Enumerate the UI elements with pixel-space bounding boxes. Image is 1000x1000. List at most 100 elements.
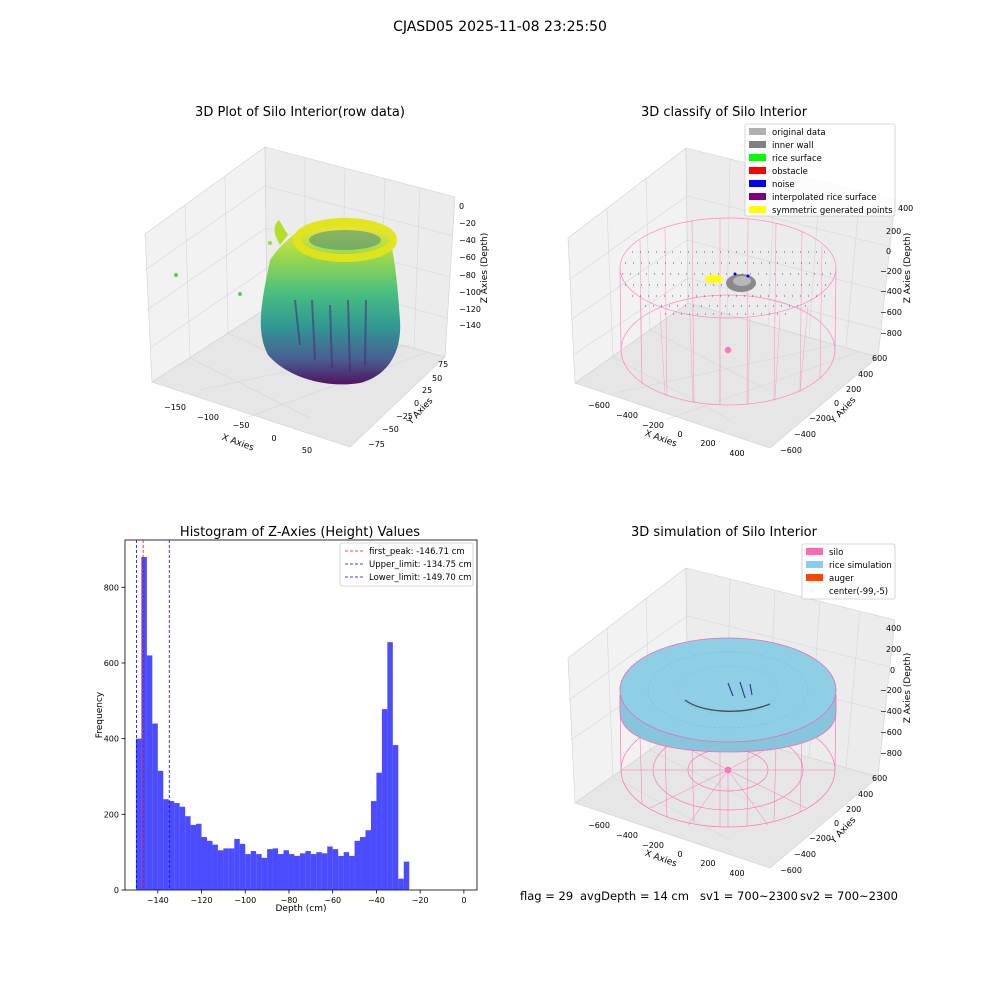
classify-legend-label: rice surface: [772, 154, 822, 164]
svg-text:−200: −200: [809, 834, 831, 843]
histogram-bar: [381, 709, 388, 890]
histogram-bar: [387, 642, 393, 890]
svg-text:−400: −400: [794, 430, 816, 439]
histogram-bar: [250, 851, 257, 890]
histogram-bar: [376, 772, 382, 890]
simulation-legend-label: silo: [829, 548, 843, 558]
histogram-title: Histogram of Z-Axies (Height) Values: [180, 525, 420, 540]
histogram-y-tick-label: 600: [104, 659, 119, 668]
svg-text:−600: −600: [780, 866, 802, 875]
svg-text:−100: −100: [459, 288, 481, 297]
svg-text:−400: −400: [880, 707, 902, 716]
svg-text:−200: −200: [642, 421, 664, 430]
svg-text:400: 400: [858, 370, 873, 379]
svg-text:−120: −120: [459, 305, 481, 314]
svg-text:200: 200: [700, 439, 715, 448]
simulation-legend-frame: [801, 543, 896, 600]
histogram-bar: [305, 851, 311, 890]
classify-x-axis-label: X Axies: [643, 429, 678, 450]
classify-z-ticks: 400 200 0 −200 −400 −600 −800: [880, 204, 913, 338]
histogram-x-ticks: −140 −120 −100 −80 −60 −40 −20 0: [147, 890, 466, 905]
classify-legend-swatch: [749, 154, 766, 161]
histogram-bar: [228, 848, 235, 890]
histogram-bar: [157, 770, 164, 890]
raw-x-axis-label: X Axies: [220, 433, 255, 454]
svg-text:−20: −20: [459, 219, 476, 228]
histogram-y-ticks: 0 200 400 600 800: [104, 583, 125, 895]
classify-legend-label: inner wall: [772, 141, 813, 151]
svg-text:0: 0: [271, 434, 276, 443]
svg-text:−200: −200: [880, 267, 902, 276]
panel-raw-3d: 3D Plot of Silo Interior(row data): [144, 105, 490, 455]
svg-text:200: 200: [700, 859, 715, 868]
svg-text:400: 400: [729, 449, 744, 458]
histogram-bar: [256, 854, 262, 890]
histogram-bar: [212, 844, 218, 890]
histogram-x-tick-label: −140: [147, 896, 169, 905]
classify-floor-pane: [574, 302, 879, 449]
classify-legend-label: original data: [772, 128, 826, 138]
simulation-x-ticks: −600 −400 −200 0 200 400: [588, 821, 745, 878]
svg-text:−400: −400: [616, 831, 638, 840]
simulation-title: 3D simulation of Silo Interior: [631, 525, 818, 540]
classify-legend: original data inner wall rice surface obsta…: [744, 123, 896, 217]
classify-legend-swatch: [749, 206, 766, 213]
histogram-y-axis-label: Frequency: [95, 691, 105, 738]
svg-text:−60: −60: [459, 253, 476, 262]
svg-text:200: 200: [846, 805, 861, 814]
panel-histogram: Histogram of Z-Axies (Height) Values −14…: [95, 525, 478, 914]
classify-y-ticks: 600 400 200 0 −200 −400 −600: [780, 354, 887, 455]
histogram-x-tick-label: 0: [461, 896, 466, 905]
svg-text:400: 400: [898, 204, 913, 213]
svg-text:600: 600: [872, 774, 887, 783]
classify-legend-label: interpolated rice surface: [772, 193, 877, 203]
svg-text:−150: −150: [164, 403, 186, 412]
raw-title: 3D Plot of Silo Interior(row data): [195, 105, 405, 120]
svg-text:50: 50: [432, 374, 442, 383]
histogram-bar: [261, 857, 268, 890]
svg-text:0: 0: [677, 850, 682, 859]
classify-y-axis-label: Y Axies: [828, 395, 858, 427]
histogram-bar: [327, 846, 333, 890]
svg-text:−200: −200: [880, 686, 902, 695]
svg-text:0: 0: [459, 202, 464, 211]
histogram-x-tick-label: −40: [368, 896, 385, 905]
histogram-bar: [310, 854, 317, 890]
svg-text:−75: −75: [368, 440, 385, 449]
histogram-bar: [234, 838, 240, 890]
histogram-y-tick-label: 400: [104, 735, 119, 744]
classify-legend-label: obstacle: [772, 167, 808, 177]
histogram-y-tick-label: 800: [104, 583, 119, 592]
footer-flag: flag = 29: [520, 889, 573, 903]
histogram-bar: [146, 655, 153, 890]
simulation-z-ticks: 400 200 0 −200 −400 −600 −800: [880, 624, 902, 758]
histogram-bar: [185, 816, 191, 890]
histogram-bar: [201, 837, 207, 890]
classify-legend-label: symmetric generated points: [772, 206, 893, 216]
histogram-bar: [168, 801, 175, 890]
svg-text:−200: −200: [642, 841, 664, 850]
simulation-y-ticks: 600 400 200 0 −200 −400 −600: [780, 774, 887, 875]
simulation-legend-swatch: [806, 548, 823, 555]
histogram-y-tick-label: 0: [114, 886, 119, 895]
svg-text:0: 0: [414, 399, 419, 408]
footer-avg-depth: avgDepth = 14 cm: [580, 889, 689, 903]
svg-text:200: 200: [846, 385, 861, 394]
histogram-bar: [179, 806, 186, 890]
histogram-bar: [398, 878, 404, 890]
classify-legend-swatch: [749, 180, 766, 187]
histogram-bar: [245, 854, 251, 890]
classify-silo-wireframe: [619, 217, 837, 406]
svg-text:−140: −140: [459, 321, 481, 330]
classify-legend-swatch: [749, 167, 766, 174]
histogram-x-tick-label: −80: [281, 896, 298, 905]
classify-legend-swatch: [749, 141, 766, 148]
histogram-bar: [190, 824, 197, 890]
histogram-x-tick-label: −120: [191, 896, 213, 905]
svg-text:−400: −400: [880, 287, 902, 296]
simulation-legend-swatch: [806, 574, 823, 581]
simulation-floor-pane: [574, 722, 879, 869]
histogram-bar: [403, 861, 410, 890]
svg-text:−600: −600: [780, 446, 802, 455]
